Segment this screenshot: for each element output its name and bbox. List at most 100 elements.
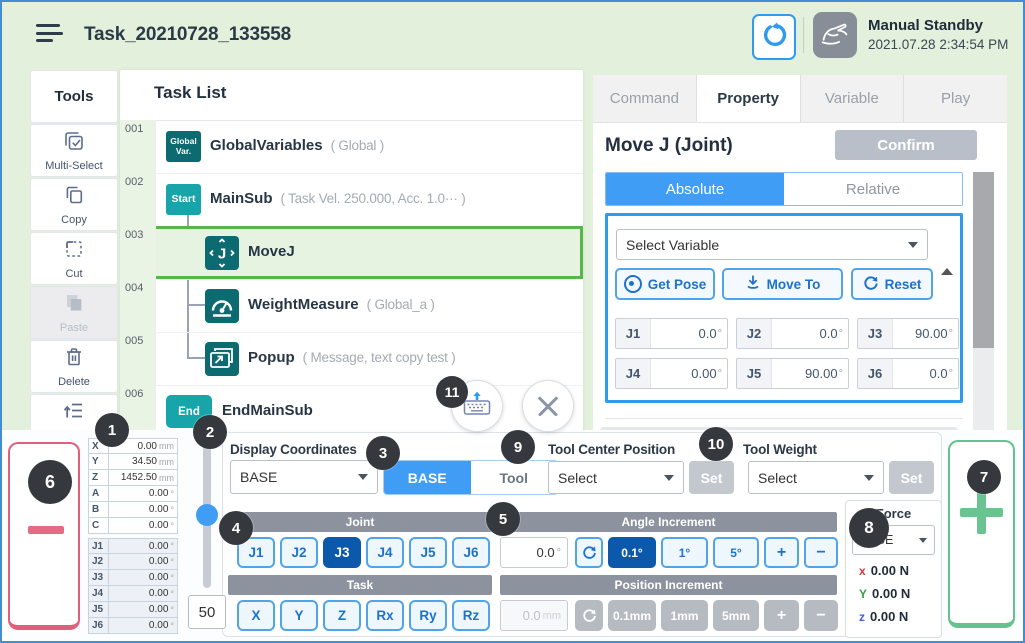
- tcp-set-button[interactable]: Set: [689, 461, 734, 494]
- task-section-header: Task: [228, 575, 492, 595]
- chevron-down-icon: [664, 474, 674, 481]
- angle-increment-input[interactable]: 0.0 °: [500, 537, 568, 568]
- global-var-badge: Global Var.: [166, 131, 201, 162]
- scrollbar[interactable]: [973, 172, 994, 438]
- sidebar-item-paste[interactable]: Paste: [30, 286, 118, 339]
- row-number: 005: [120, 332, 156, 385]
- task-row-label: EndMainSub: [222, 402, 313, 419]
- annotation-badge-3: 3: [366, 436, 400, 470]
- tab-command[interactable]: Command: [609, 90, 679, 107]
- joint-input-j1[interactable]: J1 0.0 °: [615, 318, 728, 349]
- tool-center-position-dropdown[interactable]: Select: [548, 461, 684, 494]
- sidebar-item-multi-select[interactable]: Multi-Select: [30, 124, 118, 177]
- position-reset-button: [575, 600, 603, 631]
- tab-property[interactable]: Property: [695, 75, 800, 122]
- annotation-badge-9: 9: [501, 430, 535, 464]
- row-number: 004: [120, 279, 156, 332]
- tab-play[interactable]: Play: [903, 75, 1007, 122]
- annotation-badge-8: 8: [849, 508, 889, 548]
- joint-row-j1: J1 0.00 °: [88, 538, 178, 554]
- weight-measure-icon: [205, 289, 239, 323]
- joint-input-j6[interactable]: J6 0.0 °: [857, 358, 959, 389]
- reset-button[interactable]: Reset: [851, 268, 933, 300]
- jog-button-x[interactable]: X: [237, 600, 275, 631]
- tools-sidebar: Tools Multi-Select Copy: [30, 70, 118, 448]
- task-row-global-variables[interactable]: 001 Global Var. GlobalVariables( Global …: [120, 120, 583, 174]
- sidebar-item-delete[interactable]: Delete: [30, 340, 118, 393]
- scrollbar-thumb[interactable]: [973, 172, 994, 348]
- tool-weight-dropdown[interactable]: Select: [748, 461, 884, 494]
- angle-option-1[interactable]: 1°: [661, 537, 708, 568]
- absolute-toggle[interactable]: Absolute: [606, 173, 784, 205]
- angle-increment-header: Angle Increment: [500, 512, 837, 532]
- confirm-button[interactable]: Confirm: [835, 130, 977, 160]
- joint-row-j2: J2 0.00 °: [88, 554, 178, 570]
- joint-row-j5: J5 0.00 °: [88, 602, 178, 618]
- base-toggle[interactable]: BASE: [384, 461, 471, 494]
- variable-select-dropdown[interactable]: Select Variable: [616, 229, 928, 260]
- jog-button-ry[interactable]: Ry: [409, 600, 447, 631]
- multi-select-icon: [62, 129, 86, 158]
- row-number: 003: [120, 226, 156, 279]
- sidebar-item-cut[interactable]: Cut: [30, 232, 118, 285]
- tool-weight-label: Tool Weight: [743, 442, 817, 457]
- property-tabbar: Command Property Variable Play: [593, 75, 1007, 123]
- task-row-movej-selected[interactable]: 003 J MoveJ: [120, 226, 583, 280]
- minus-icon: [28, 526, 64, 534]
- page-title: Task_20210728_133558: [84, 24, 291, 45]
- angle-option-5[interactable]: 5°: [713, 537, 759, 568]
- position-option-5mm: 5mm: [713, 600, 759, 631]
- tree-line: [187, 211, 189, 358]
- jog-button-j5[interactable]: J5: [409, 537, 447, 568]
- angle-reset-button[interactable]: [575, 537, 603, 568]
- get-pose-icon: [623, 275, 642, 293]
- jog-button-z[interactable]: Z: [323, 600, 361, 631]
- jog-button-j2[interactable]: J2: [280, 537, 318, 568]
- sidebar-item-label: Paste: [59, 322, 89, 334]
- tool-center-position-label: Tool Center Position: [548, 442, 675, 457]
- task-row-weightmeasure[interactable]: 004 WeightMeasure( Global_a ): [120, 279, 583, 333]
- sidebar-item-label: Multi-Select: [45, 160, 103, 172]
- refresh-button[interactable]: [752, 14, 796, 60]
- manual-mode-button[interactable]: [813, 12, 857, 58]
- sidebar-item-label: Delete: [58, 376, 90, 388]
- angle-option-0.1[interactable]: 0.1°: [608, 537, 656, 568]
- jog-button-rx[interactable]: Rx: [366, 600, 404, 631]
- annotation-badge-4: 4: [219, 511, 253, 545]
- sidebar-item-label: Copy: [61, 214, 87, 226]
- jog-button-j3[interactable]: J3: [323, 537, 361, 568]
- sidebar-item-copy[interactable]: Copy: [30, 178, 118, 231]
- annotation-badge-10: 10: [699, 427, 733, 461]
- jog-button-j4[interactable]: J4: [366, 537, 404, 568]
- relative-toggle[interactable]: Relative: [784, 173, 962, 205]
- tool-toggle[interactable]: Tool: [470, 461, 557, 494]
- jog-button-j6[interactable]: J6: [452, 537, 490, 568]
- task-list-header: Task List: [120, 70, 583, 121]
- tab-variable[interactable]: Variable: [799, 75, 904, 122]
- start-badge: Start: [166, 184, 201, 215]
- display-coordinates-dropdown[interactable]: BASE: [230, 460, 378, 494]
- joint-input-j5[interactable]: J5 90.00 °: [736, 358, 849, 389]
- collapse-arrow-icon[interactable]: [941, 268, 953, 275]
- joint-input-j2[interactable]: J2 0.0 °: [736, 318, 849, 349]
- joint-input-j4[interactable]: J4 0.00 °: [615, 358, 728, 389]
- move-to-button[interactable]: Move To: [722, 268, 843, 300]
- speed-value-box[interactable]: 50: [188, 595, 226, 629]
- joint-input-j3[interactable]: J3 90.00 °: [857, 318, 959, 349]
- task-row-popup[interactable]: 005 Popup( Message, text copy test ): [120, 332, 583, 386]
- hamburger-menu-icon[interactable]: [36, 24, 63, 45]
- annotation-badge-1: 1: [95, 413, 129, 447]
- angle-plus-button[interactable]: +: [764, 537, 799, 568]
- tool-weight-set-button[interactable]: Set: [889, 461, 934, 494]
- close-button[interactable]: [522, 380, 574, 432]
- jog-button-y[interactable]: Y: [280, 600, 318, 631]
- speed-slider-handle[interactable]: [196, 504, 218, 526]
- angle-minus-button[interactable]: −: [804, 537, 838, 568]
- get-pose-button[interactable]: Get Pose: [615, 268, 715, 300]
- task-row-mainsub[interactable]: 002 Start MainSub( Task Vel. 250.000, Ac…: [120, 173, 583, 227]
- jog-button-rz[interactable]: Rz: [452, 600, 490, 631]
- annotation-badge-2: 2: [193, 415, 227, 449]
- jog-button-j1[interactable]: J1: [237, 537, 275, 568]
- property-title: Move J (Joint): [605, 135, 733, 156]
